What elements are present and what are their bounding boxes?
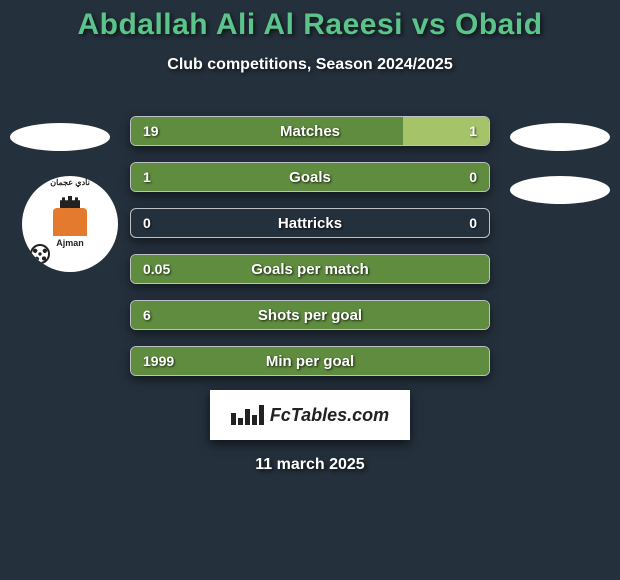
bar-left-segment	[131, 255, 489, 283]
stat-row: Matches191	[130, 116, 490, 146]
bar-left-segment	[131, 117, 403, 145]
soccer-ball-icon	[30, 244, 50, 264]
stat-value-right: 0	[469, 163, 477, 191]
club-name-label: Ajman	[56, 238, 84, 248]
stat-row: Hattricks0 0	[130, 208, 490, 238]
stat-row: Shots per goal6	[130, 300, 490, 330]
tower-icon	[53, 196, 87, 236]
stat-bars: Matches191Goals10Hattricks00Goals per ma…	[130, 116, 490, 392]
stat-row: Min per goal1999	[130, 346, 490, 376]
stat-value-left: 19	[143, 117, 159, 145]
date-label: 11 march 2025	[0, 456, 620, 474]
bar-left-segment	[131, 347, 489, 375]
stat-row: Goals per match0.05	[130, 254, 490, 284]
bar-left-segment	[131, 301, 489, 329]
stat-value-right: 0	[469, 209, 477, 237]
subtitle: Club competitions, Season 2024/2025	[0, 56, 620, 74]
brand-badge: FcTables.com	[210, 390, 410, 440]
player-slot-left-1	[10, 123, 110, 151]
stat-value-left: 1	[143, 163, 151, 191]
stat-value-left: 1999	[143, 347, 174, 375]
comparison-infographic: Abdallah Ali Al Raeesi vs Obaid Club com…	[0, 0, 620, 580]
club-arabic-text: نادي عجمان	[50, 178, 90, 187]
stat-label: Hattricks	[131, 209, 489, 237]
brand-chart-icon	[231, 405, 264, 425]
brand-label: FcTables.com	[270, 405, 389, 426]
stat-value-left: 6	[143, 301, 151, 329]
bar-left-segment	[131, 163, 489, 191]
player-slot-right-2	[510, 176, 610, 204]
stat-row: Goals10	[130, 162, 490, 192]
stat-value-right: 1	[469, 117, 477, 145]
club-logo-left: نادي عجمان Ajman	[22, 176, 118, 272]
stat-value-left: 0	[143, 209, 151, 237]
stat-value-left: 0.05	[143, 255, 170, 283]
page-title: Abdallah Ali Al Raeesi vs Obaid	[0, 0, 620, 42]
player-slot-right-1	[510, 123, 610, 151]
